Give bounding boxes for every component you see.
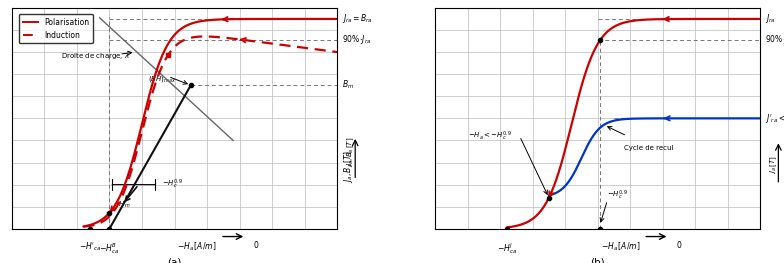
Text: $-H^B_{ca}$: $-H^B_{ca}$ bbox=[100, 241, 119, 256]
Text: Droite de charge, $\lambda$: Droite de charge, $\lambda$ bbox=[60, 52, 129, 62]
Text: $J_a, B_a\,[T]$: $J_a, B_a\,[T]$ bbox=[342, 150, 355, 183]
Text: $J_{ra}$: $J_{ra}$ bbox=[765, 12, 776, 26]
Text: 0: 0 bbox=[253, 241, 259, 250]
Text: $-H_a < -H_c^{0.9}$: $-H_a < -H_c^{0.9}$ bbox=[467, 129, 511, 143]
Text: $90\%\!\cdot\! J_{ra}$: $90\%\!\cdot\! J_{ra}$ bbox=[765, 33, 784, 47]
Text: $(BH)_{max}$: $(BH)_{max}$ bbox=[148, 74, 176, 84]
Text: $90\%\!\cdot\! J_{ra}$: $90\%\!\cdot\! J_{ra}$ bbox=[342, 33, 372, 47]
Text: $B_m$: $B_m$ bbox=[342, 79, 354, 92]
Text: $-H_a\,[A/m]$: $-H_a\,[A/m]$ bbox=[601, 241, 640, 254]
Text: $-H_a\,[A/m]$: $-H_a\,[A/m]$ bbox=[177, 241, 217, 254]
Text: $-H^J_{ca}$: $-H^J_{ca}$ bbox=[496, 241, 517, 256]
Text: $-H'_{ca}$: $-H'_{ca}$ bbox=[78, 241, 101, 254]
Text: $J'_{ra} < J_{ra}$: $J'_{ra} < J_{ra}$ bbox=[765, 112, 784, 125]
Text: $-H_c^{0.9}$: $-H_c^{0.9}$ bbox=[162, 178, 183, 191]
Text: (a): (a) bbox=[167, 257, 182, 263]
Text: 0: 0 bbox=[677, 241, 681, 250]
Legend: Polarisation, Induction: Polarisation, Induction bbox=[19, 14, 93, 43]
Text: Cycle de recul: Cycle de recul bbox=[624, 145, 673, 151]
Text: $-H_m$: $-H_m$ bbox=[113, 199, 130, 210]
Text: $J_a\,[T]$: $J_a\,[T]$ bbox=[768, 155, 779, 174]
Text: (b): (b) bbox=[590, 257, 605, 263]
Text: $J_a, B_a\,[T]$: $J_a, B_a\,[T]$ bbox=[345, 136, 356, 167]
Text: $J_{ra} = B_{ra}$: $J_{ra} = B_{ra}$ bbox=[342, 12, 373, 26]
Text: $-H_c^{0.9}$: $-H_c^{0.9}$ bbox=[608, 189, 629, 202]
